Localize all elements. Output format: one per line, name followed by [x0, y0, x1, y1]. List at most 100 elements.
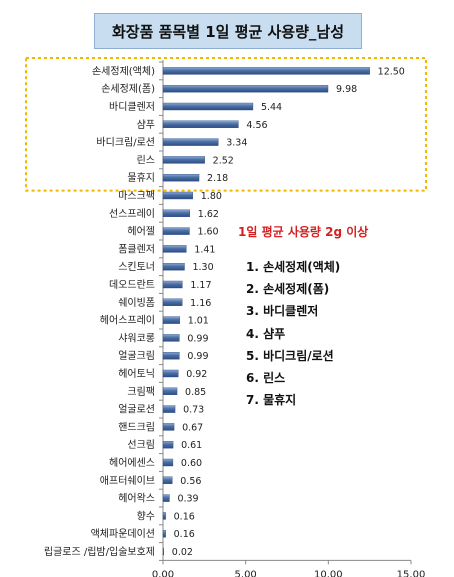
bar	[162, 298, 183, 306]
bar	[162, 441, 174, 449]
value-label: 0.02	[172, 547, 193, 558]
value-label: 0.92	[186, 369, 207, 380]
value-label: 0.67	[182, 422, 203, 433]
bar	[162, 156, 205, 164]
bar	[162, 102, 254, 111]
bar	[162, 227, 190, 235]
value-label: 12.50	[378, 66, 405, 77]
category-label: 핸드크림	[118, 421, 155, 433]
bar	[162, 316, 180, 324]
value-label: 9.98	[336, 84, 357, 95]
bar	[162, 334, 180, 342]
bar	[162, 173, 200, 182]
bar	[162, 84, 329, 93]
x-tick-label: 0.00	[152, 569, 174, 577]
category-label: 헤어젤	[127, 226, 155, 238]
bar	[162, 405, 176, 413]
value-label: 1.01	[188, 316, 209, 327]
category-label: 물휴지	[127, 172, 155, 184]
bar	[162, 476, 173, 484]
category-label: 샴푸	[137, 119, 155, 131]
value-label: 1.16	[190, 298, 211, 309]
bar	[162, 280, 183, 289]
value-label: 3.34	[226, 138, 247, 149]
category-label: 린스	[137, 154, 155, 166]
category-label: 선크림	[127, 439, 155, 451]
value-label: 0.99	[187, 333, 208, 344]
value-label: 1.62	[198, 209, 219, 220]
value-label: 0.16	[174, 529, 195, 540]
value-label: 2.18	[207, 173, 228, 184]
bar	[162, 512, 166, 520]
x-tick-label: 5.00	[235, 569, 257, 577]
category-label: 헤어토닉	[118, 368, 155, 380]
category-label: 손세정제(액체)	[92, 65, 155, 77]
value-label: 2.52	[213, 155, 234, 166]
category-label: 손세정제(폼)	[101, 83, 155, 95]
annotation-title: 1일 평균 사용량 2g 이상	[238, 225, 369, 239]
annotation-item: 1. 손세정제(액체)	[246, 260, 341, 274]
bar	[162, 530, 166, 538]
category-label: 립글로즈 /립밤/입술보호제	[44, 545, 155, 558]
category-label: 액체파운데이션	[91, 528, 155, 540]
x-tick-label: 10.00	[314, 569, 343, 577]
category-label: 데오드란트	[109, 279, 155, 291]
bar	[162, 67, 370, 75]
annotation-item: 2. 손세정제(폼)	[246, 282, 330, 297]
category-label: 바디크림/로션	[96, 137, 155, 149]
annotation-item: 6. 린스	[246, 370, 286, 385]
bar	[162, 423, 175, 431]
value-label: 0.73	[183, 405, 204, 416]
category-label: 쉐이빙폼	[118, 297, 155, 309]
bar	[162, 547, 165, 556]
category-label: 샤워코롱	[118, 331, 155, 344]
chart-title: 화장품 품목별 1일 평균 사용량_남성	[94, 13, 362, 49]
bar	[162, 494, 170, 502]
category-label: 향수	[137, 510, 155, 522]
bar	[162, 138, 219, 146]
annotation-item: 7. 물휴지	[246, 393, 297, 408]
value-label: 0.39	[177, 494, 198, 505]
category-label: 마스크팩	[118, 190, 155, 202]
category-label: 폼클렌저	[118, 243, 155, 255]
bar	[162, 245, 187, 253]
bar	[162, 369, 179, 378]
category-label: 얼굴로션	[118, 404, 155, 416]
x-tick-label: 15.00	[397, 569, 426, 577]
value-label: 1.30	[192, 262, 213, 273]
category-label: 헤어스프레이	[100, 315, 155, 327]
annotation-list: 1. 손세정제(액체) 2. 손세정제(폼) 3. 바디클렌저 4. 샴푸 5. 바디크…	[246, 256, 340, 411]
category-label: 바디클렌저	[109, 101, 155, 113]
bar	[162, 191, 193, 200]
value-label: 1.80	[201, 191, 222, 202]
category-label: 헤어왁스	[118, 493, 155, 505]
value-label: 5.44	[261, 102, 282, 113]
category-label: 애프터쉐이브	[100, 475, 155, 487]
category-label: 선스프레이	[109, 208, 155, 220]
value-label: 1.41	[194, 244, 215, 255]
bar	[162, 120, 239, 129]
highlight-box	[25, 57, 427, 192]
value-label: 1.60	[197, 227, 218, 238]
bar	[162, 352, 180, 360]
value-label: 1.17	[190, 280, 211, 291]
value-label: 0.60	[181, 458, 202, 469]
bar	[162, 209, 190, 218]
value-label: 4.56	[246, 120, 267, 131]
category-label: 얼굴크림	[118, 350, 155, 362]
category-label: 헤어에센스	[109, 457, 155, 469]
annotation-item: 5. 바디크림/로션	[246, 348, 334, 363]
bar	[162, 458, 174, 467]
category-label: 스킨토너	[118, 261, 155, 273]
value-label: 0.61	[181, 440, 202, 451]
bar	[162, 263, 185, 271]
bar	[162, 387, 178, 395]
annotation-item: 4. 샴푸	[246, 326, 286, 341]
value-label: 0.85	[185, 387, 206, 398]
value-label: 0.99	[187, 351, 208, 362]
annotation-item: 3. 바디클렌저	[246, 304, 319, 319]
value-label: 0.16	[174, 511, 195, 522]
value-label: 0.56	[180, 476, 201, 487]
category-label: 크림팩	[127, 386, 155, 398]
